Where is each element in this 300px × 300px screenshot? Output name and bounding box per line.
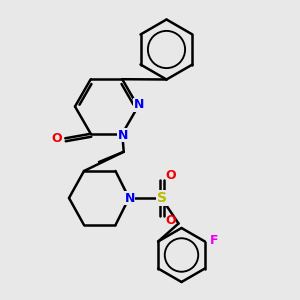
Text: N: N bbox=[118, 129, 128, 142]
Text: O: O bbox=[165, 214, 176, 227]
Text: F: F bbox=[210, 233, 219, 247]
Text: N: N bbox=[124, 191, 135, 205]
Text: N: N bbox=[134, 98, 144, 112]
Text: O: O bbox=[165, 169, 176, 182]
Text: O: O bbox=[52, 132, 62, 145]
Text: S: S bbox=[157, 191, 167, 205]
